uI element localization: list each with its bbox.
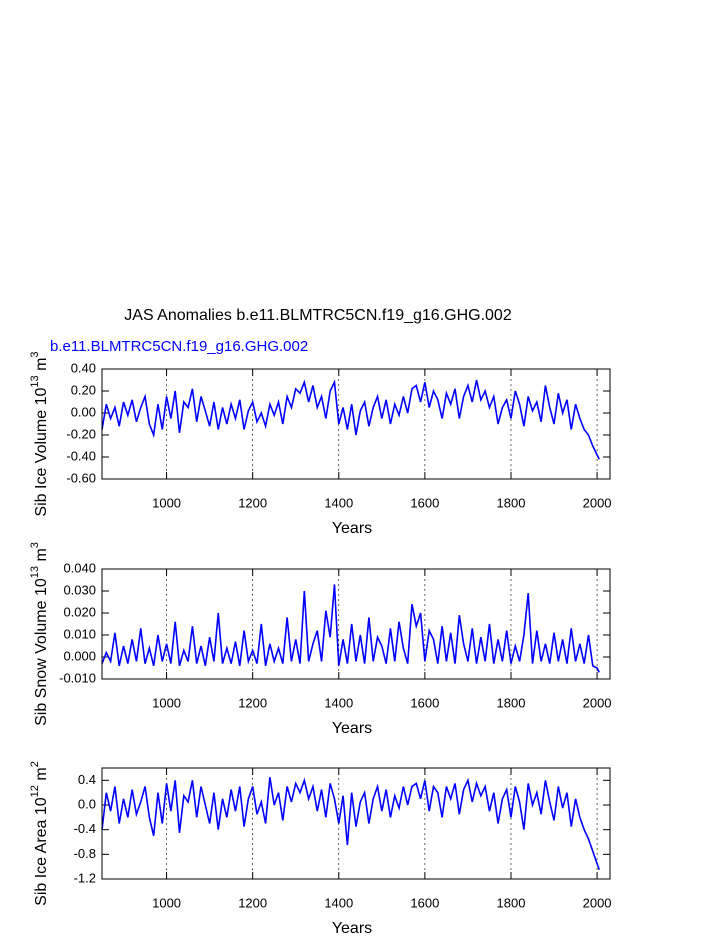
plot-frame [101, 368, 611, 480]
x-tick-label: 2000 [583, 495, 612, 510]
y-axis-label-text: Sib Ice Volume 10 [33, 387, 50, 516]
x-tick-label: 1400 [324, 895, 353, 910]
y-tick-label: 0.020 [63, 604, 96, 619]
data-line [101, 584, 600, 673]
y-tick-label: 0.0 [78, 796, 96, 811]
y-axis-label-text: Sib Snow Volume 10 [33, 578, 50, 726]
y-axis-label-exp: 2 [29, 761, 41, 767]
x-tick-label: 1200 [238, 695, 267, 710]
y-tick-label: 0.000 [63, 648, 96, 663]
x-tick-label: 1200 [238, 495, 267, 510]
x-axis-label: Years [332, 920, 372, 935]
x-tick-label: 1600 [410, 895, 439, 910]
y-tick-label: 0.030 [63, 582, 96, 597]
plot-frame [101, 568, 611, 680]
y-axis-label-unit: m [33, 548, 50, 566]
y-axis-label-exp: 13 [29, 566, 41, 578]
y-axis-label-text: Sib Ice Area 10 [33, 797, 50, 906]
y-axis-label: Sib Ice Volume 1013 m3 [29, 351, 50, 516]
y-tick-label: -1.2 [74, 870, 96, 885]
x-axis-label: Years [332, 520, 372, 537]
data-line [101, 777, 600, 871]
x-tick-label: 1800 [497, 695, 526, 710]
y-tick-label: 0.010 [63, 626, 96, 641]
x-tick-label: 1400 [324, 695, 353, 710]
x-tick-label: 1600 [410, 695, 439, 710]
y-axis-label-exp: 12 [29, 785, 41, 797]
x-tick-label: 1000 [152, 695, 181, 710]
y-tick-label: 0.20 [71, 382, 96, 397]
y-tick-label: 0.40 [71, 360, 96, 375]
x-axis-label: Years [332, 720, 372, 737]
x-tick-label: 2000 [583, 695, 612, 710]
chart-title: JAS Anomalies b.e11.BLMTRC5CN.f19_g16.GH… [124, 307, 512, 324]
x-tick-label: 1400 [324, 495, 353, 510]
y-tick-label: 0.00 [71, 404, 96, 419]
y-axis-label-unit: m [33, 767, 50, 785]
plot-frame [101, 767, 611, 880]
y-axis-label-unit: m [33, 358, 50, 376]
y-tick-label: -0.60 [66, 470, 96, 485]
y-tick-label: -0.40 [66, 448, 96, 463]
x-tick-label: 1600 [410, 495, 439, 510]
y-tick-label: -0.8 [74, 846, 96, 861]
y-axis-label-exp: 13 [29, 375, 41, 387]
y-tick-label: -0.20 [66, 426, 96, 441]
y-tick-label: -0.010 [59, 670, 96, 685]
y-axis-label-exp: 3 [29, 351, 41, 357]
y-tick-label: 0.040 [63, 560, 96, 575]
legend-label: b.e11.BLMTRC5CN.f19_g16.GHG.002 [50, 338, 308, 355]
x-tick-label: 1800 [497, 895, 526, 910]
y-axis-label-exp: 3 [29, 542, 41, 548]
y-tick-label: -0.4 [74, 821, 96, 836]
y-axis-label: Sib Ice Area 1012 m2 [29, 761, 50, 906]
x-tick-label: 1000 [152, 895, 181, 910]
x-tick-label: 2000 [583, 895, 612, 910]
y-axis-label: Sib Snow Volume 1013 m3 [29, 542, 50, 726]
y-tick-label: 0.4 [78, 772, 96, 787]
x-tick-label: 1200 [238, 895, 267, 910]
x-tick-label: 1000 [152, 495, 181, 510]
data-line [101, 379, 600, 460]
x-tick-label: 1800 [497, 495, 526, 510]
